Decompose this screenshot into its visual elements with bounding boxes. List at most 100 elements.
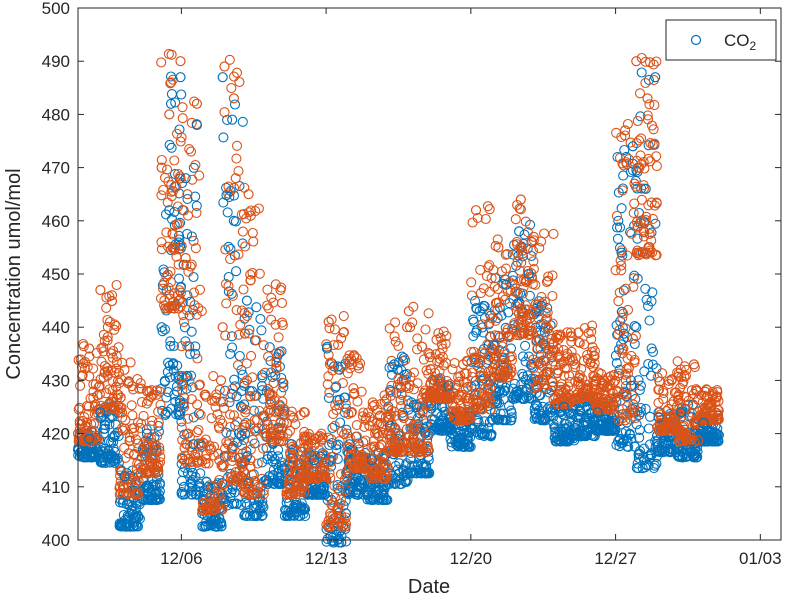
- orange-scatter-point: [183, 428, 194, 439]
- blue-data-point: [240, 428, 251, 439]
- orange-scatter-point: [340, 485, 351, 496]
- blue-scatter-point: [237, 238, 248, 249]
- blue-scatter-point: [284, 510, 295, 521]
- orange-scatter-point: [397, 411, 408, 422]
- orange-scatter-point: [117, 412, 128, 423]
- blue-scatter-point: [186, 478, 197, 489]
- orange-data-point: [167, 242, 178, 253]
- blue-data-point: [445, 412, 456, 423]
- orange-scatter-point: [393, 373, 404, 384]
- blue-data-point: [433, 417, 445, 429]
- orange-data-point: [117, 481, 128, 492]
- orange-scatter-point: [286, 473, 297, 484]
- orange-scatter-point: [608, 404, 619, 415]
- orange-scatter-point: [282, 458, 293, 469]
- blue-scatter-point: [173, 230, 185, 241]
- blue-scatter-point: [151, 494, 162, 505]
- orange-scatter-point: [190, 159, 201, 171]
- orange-scatter-point: [420, 447, 432, 458]
- blue-scatter-point: [374, 493, 386, 505]
- orange-data-point: [619, 125, 631, 136]
- blue-scatter-point: [255, 503, 266, 514]
- orange-scatter-point: [166, 180, 177, 191]
- blue-scatter-point: [226, 331, 237, 342]
- blue-scatter-point: [611, 358, 622, 369]
- orange-scatter-point: [245, 210, 256, 221]
- blue-scatter-point: [581, 430, 593, 441]
- blue-scatter-point: [612, 222, 623, 233]
- blue-scatter-point: [322, 491, 333, 502]
- orange-scatter-point: [392, 379, 404, 390]
- orange-scatter-point: [541, 276, 552, 288]
- blue-scatter-point: [552, 415, 563, 426]
- blue-scatter-point: [445, 424, 456, 435]
- blue-scatter-point: [332, 453, 343, 465]
- blue-scatter-point: [257, 372, 268, 383]
- orange-scatter-point: [153, 465, 164, 477]
- orange-scatter-point: [327, 511, 338, 522]
- orange-scatter-point: [423, 308, 434, 319]
- orange-scatter-point: [300, 435, 312, 446]
- blue-scatter-point: [281, 511, 293, 522]
- orange-scatter-point: [658, 385, 669, 396]
- blue-data-point: [117, 497, 128, 508]
- orange-scatter-point: [119, 442, 130, 453]
- orange-scatter-point: [589, 358, 600, 369]
- blue-scatter-point: [274, 473, 285, 484]
- orange-scatter-point: [569, 393, 580, 405]
- orange-scatter-point: [245, 391, 256, 402]
- orange-scatter-point: [192, 399, 203, 410]
- orange-scatter-point: [268, 297, 279, 308]
- blue-scatter-point: [273, 479, 284, 490]
- orange-scatter-point: [547, 270, 558, 281]
- orange-scatter-point: [633, 135, 645, 146]
- orange-scatter-point: [236, 440, 248, 451]
- orange-scatter-point: [348, 383, 359, 394]
- blue-scatter-point: [182, 468, 193, 479]
- orange-scatter-point: [622, 250, 633, 261]
- orange-data-point: [368, 465, 379, 476]
- orange-scatter-point: [370, 428, 381, 439]
- orange-scatter-point: [245, 455, 256, 466]
- orange-scatter-point: [498, 372, 509, 383]
- orange-scatter-point: [149, 468, 160, 479]
- orange-scatter-point: [187, 174, 198, 185]
- orange-data-point: [219, 61, 230, 72]
- orange-scatter-point: [247, 372, 258, 383]
- orange-scatter-point: [675, 425, 686, 436]
- orange-scatter-point: [300, 472, 312, 483]
- blue-scatter-point: [690, 444, 701, 455]
- orange-scatter-point: [207, 481, 218, 492]
- orange-scatter-point: [121, 488, 132, 499]
- orange-scatter-point: [400, 355, 411, 366]
- orange-scatter-point: [700, 386, 711, 397]
- blue-data-point: [331, 529, 342, 540]
- orange-scatter-point: [555, 331, 566, 342]
- orange-scatter-point: [612, 329, 624, 340]
- blue-scatter-point: [165, 340, 176, 351]
- orange-scatter-point: [377, 456, 388, 468]
- blue-scatter-point: [613, 436, 624, 447]
- orange-scatter-point: [237, 226, 248, 237]
- orange-scatter-point: [208, 371, 219, 382]
- blue-data-point: [512, 385, 523, 397]
- orange-scatter-point: [355, 358, 366, 369]
- orange-scatter-point: [629, 357, 640, 368]
- orange-scatter-point: [190, 243, 201, 254]
- orange-scatter-point: [181, 305, 192, 316]
- y-tick-label: 410: [42, 478, 70, 497]
- orange-data-point: [333, 503, 344, 514]
- blue-scatter-point: [617, 427, 628, 439]
- orange-data-point: [230, 173, 241, 184]
- x-axis-label: Date: [408, 576, 450, 598]
- blue-scatter-point: [229, 99, 241, 110]
- orange-data-point: [605, 375, 616, 386]
- orange-scatter-point: [613, 370, 624, 381]
- orange-scatter-point: [321, 339, 332, 350]
- orange-scatter-point: [167, 74, 178, 85]
- blue-scatter-point: [362, 486, 373, 497]
- orange-scatter-point: [197, 437, 208, 448]
- blue-data-point: [653, 412, 664, 423]
- orange-scatter-point: [338, 327, 349, 338]
- blue-scatter-point: [610, 350, 621, 361]
